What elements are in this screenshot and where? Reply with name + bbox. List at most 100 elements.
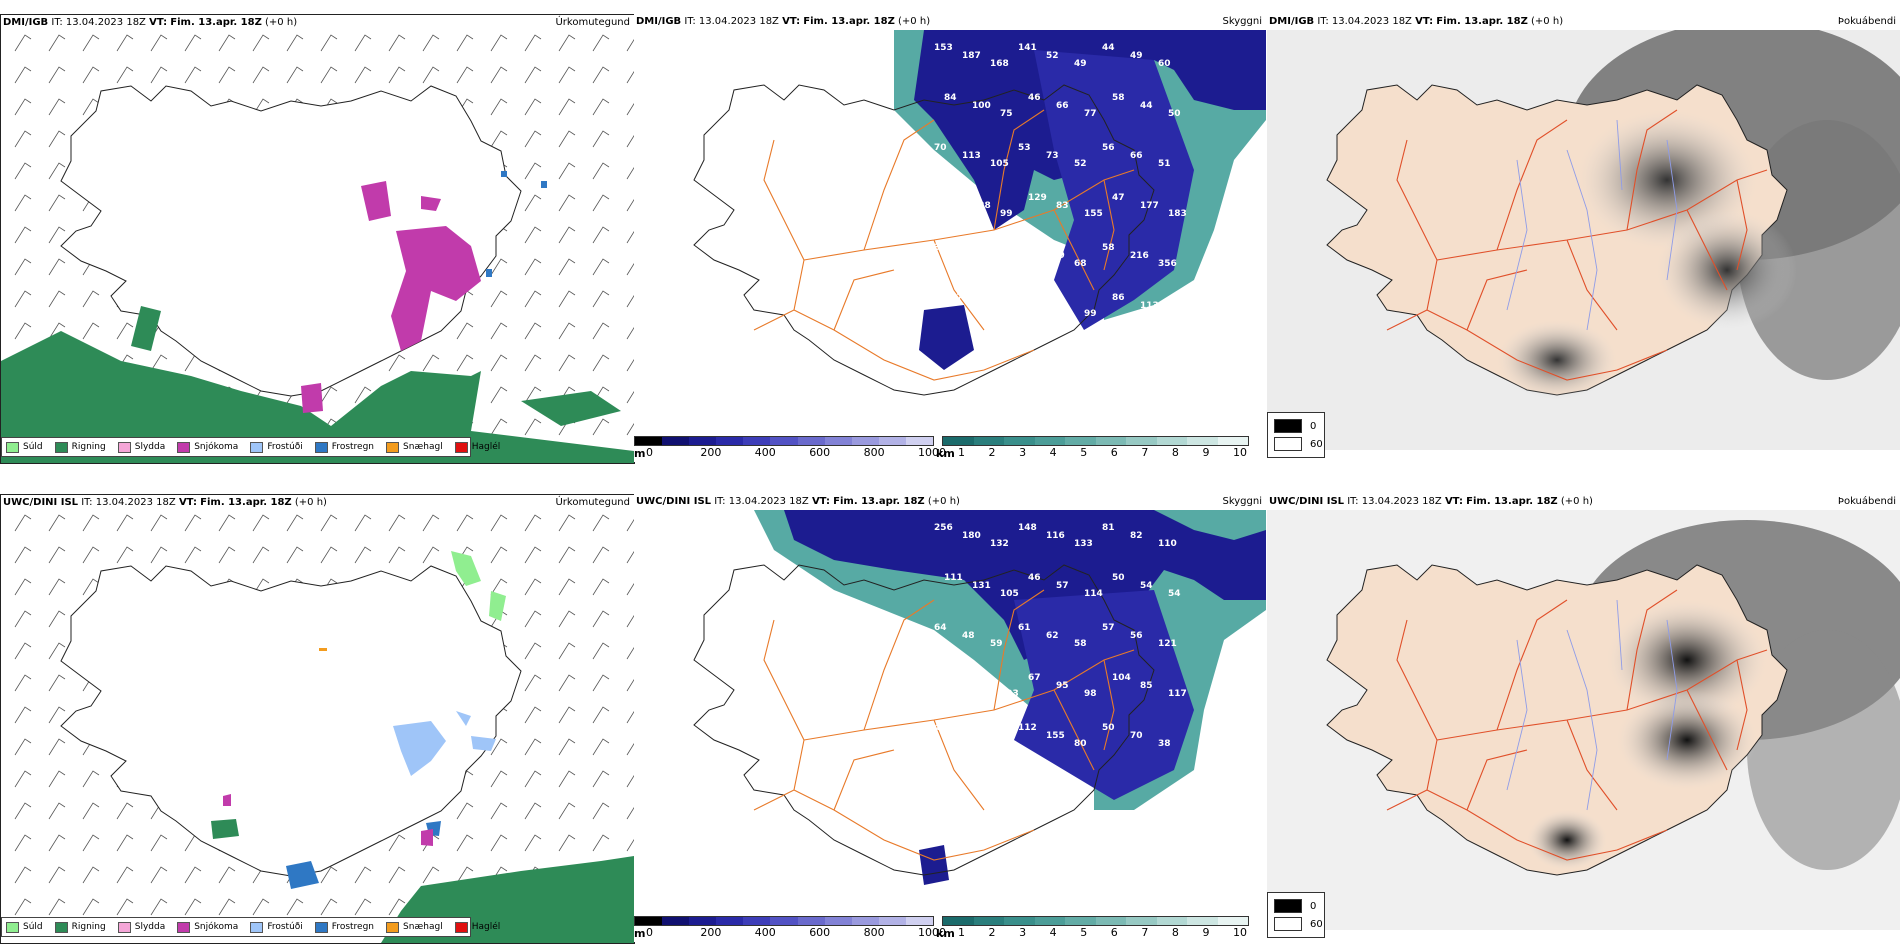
wind-barb xyxy=(48,642,66,660)
colorbar-segment xyxy=(1065,917,1096,925)
colorbar-segment xyxy=(973,437,1004,445)
road xyxy=(833,749,895,811)
cloud-height-label: 59 xyxy=(962,731,975,741)
road xyxy=(933,719,985,811)
legend-label: Frostúði xyxy=(267,442,303,452)
road-network xyxy=(753,589,1135,861)
wind-barb xyxy=(286,34,304,52)
road xyxy=(1686,209,1728,291)
wind-barb xyxy=(14,706,32,724)
fog-map xyxy=(1267,510,1900,930)
wind-barb xyxy=(82,834,100,852)
road xyxy=(1396,139,1438,311)
wind-barb xyxy=(48,194,66,212)
colorbar-segment xyxy=(689,437,717,445)
cloud-height-label: 58 xyxy=(1102,243,1115,253)
wind-barb xyxy=(150,898,168,916)
river xyxy=(1506,159,1528,311)
fog-key-swatch xyxy=(1274,437,1302,451)
precip-snow-areas xyxy=(301,181,481,413)
cloud-height-label: 56 xyxy=(1130,631,1143,641)
wind-barb xyxy=(456,834,474,852)
ceiling-unit: m xyxy=(634,447,646,460)
colorbar-segment xyxy=(878,917,906,925)
init-time: 13.04.2023 18Z xyxy=(728,496,809,507)
cloud-height-label: 177 xyxy=(1140,201,1159,211)
cloud-height-label: 83 xyxy=(962,251,975,261)
wind-barb xyxy=(252,66,270,84)
iceland-outline xyxy=(693,564,1155,876)
wind-barb xyxy=(82,802,100,820)
cloud-height-label: 133 xyxy=(1074,539,1093,549)
wind-barb xyxy=(558,802,576,820)
wind-barb xyxy=(558,98,576,116)
precip-map xyxy=(1,34,634,463)
colorbar-segment xyxy=(1126,917,1157,925)
legend-item: Snjókoma xyxy=(177,441,238,453)
wind-barb xyxy=(14,514,32,532)
cloud-height-label: 148 xyxy=(1018,523,1037,533)
cloud-height-label: 80 xyxy=(1074,739,1087,749)
wind-barb xyxy=(388,34,406,52)
fog-key-row: 60 xyxy=(1274,917,1323,931)
road xyxy=(863,599,935,731)
wind-barb xyxy=(286,898,304,916)
wind-barb xyxy=(82,98,100,116)
legend-swatch xyxy=(386,441,400,453)
wind-barb xyxy=(524,578,542,596)
cloud-height-label: 168 xyxy=(990,59,1009,69)
wind-barb xyxy=(320,66,338,84)
wind-barb xyxy=(14,770,32,788)
wind-barb xyxy=(48,802,66,820)
road xyxy=(1396,619,1438,791)
wind-barb xyxy=(82,514,100,532)
wind-barb xyxy=(558,258,576,276)
cloud-height-label: 121 xyxy=(1158,639,1177,649)
wind-barb xyxy=(354,66,372,84)
cloud-height-label: 67 xyxy=(1028,673,1041,683)
wind-barb xyxy=(592,802,610,820)
colorbar-segment xyxy=(1065,437,1096,445)
wind-barb xyxy=(14,66,32,84)
wind-barb xyxy=(592,226,610,244)
panel-title: Skyggni xyxy=(1222,496,1262,507)
colorbar-tick: 400 xyxy=(754,446,776,459)
colorbar-segment xyxy=(824,437,852,445)
wind-barb xyxy=(388,546,406,564)
cloud-height-label: 60 xyxy=(1158,59,1171,69)
colorbar-segment xyxy=(1004,437,1035,445)
cloud-height-label: 70 xyxy=(1130,731,1143,741)
wind-barb xyxy=(48,66,66,84)
cloud-height-label: 62 xyxy=(1046,631,1059,641)
wind-barb xyxy=(150,66,168,84)
legend-swatch xyxy=(250,441,264,453)
wind-barb xyxy=(626,839,634,852)
colorbar-segment xyxy=(1034,917,1065,925)
panel-precip-top: DMI/IGB IT: 13.04.2023 18Z VT: Fim. 13.a… xyxy=(0,14,635,464)
road xyxy=(1626,109,1678,231)
wind-barb xyxy=(524,802,542,820)
precip-legend: Súld Rigning Slydda Snjókoma Frostúði Frostre… xyxy=(1,917,500,937)
river xyxy=(1616,599,1623,671)
wind-barb xyxy=(558,66,576,84)
init-label: IT: xyxy=(1347,496,1359,507)
wind-barb xyxy=(592,770,610,788)
wind-barb xyxy=(14,578,32,596)
colorbar-tick: 8 xyxy=(1171,926,1179,939)
colorbar-tick: 600 xyxy=(809,446,831,459)
road xyxy=(863,119,935,251)
wind-barb xyxy=(82,34,100,52)
wind-barb xyxy=(48,578,66,596)
visibility-unit: km xyxy=(936,927,955,940)
road xyxy=(993,589,1045,711)
wind-barb xyxy=(592,418,610,436)
wind-barb xyxy=(558,770,576,788)
legend-item: Frostregn xyxy=(314,921,374,933)
wind-barb xyxy=(592,674,610,692)
wind-barb xyxy=(48,514,66,532)
wind-barb xyxy=(48,290,66,308)
wind-barb xyxy=(48,34,66,52)
cloud-ceiling-area xyxy=(1034,50,1194,330)
wind-barb xyxy=(48,770,66,788)
legend-label: Haglél xyxy=(471,922,501,932)
